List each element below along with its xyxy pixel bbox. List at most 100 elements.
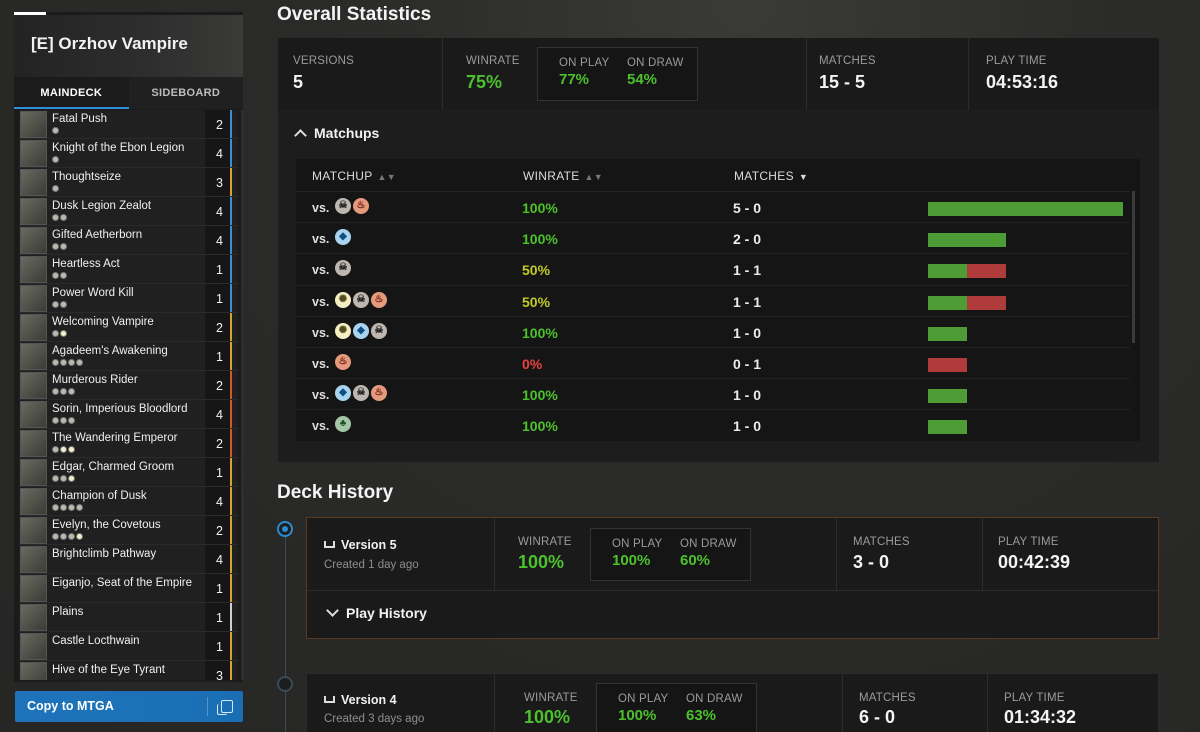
card-type-bar <box>230 458 232 486</box>
winrate-label: WINRATE <box>518 536 572 548</box>
matchup-row[interactable]: vs. ☠ 50% 1 - 1 <box>296 253 1130 284</box>
card-quantity-box <box>205 661 231 680</box>
timeline-dot[interactable] <box>277 676 293 692</box>
matchup-row[interactable]: vs. ♨ 0% 0 - 1 <box>296 347 1130 378</box>
copy-to-mtga-button[interactable]: Copy to MTGA <box>15 691 243 722</box>
matchup-winrate: 100% <box>522 387 558 404</box>
mana-symbol-icon <box>68 388 75 395</box>
mana-cost <box>52 446 75 453</box>
version-name: Version 5 <box>324 538 397 552</box>
matchup-bar <box>928 326 967 341</box>
matchups-toggle[interactable]: Matchups <box>294 125 379 142</box>
wins-bar-segment <box>928 202 1123 216</box>
mana-symbol-icon <box>52 156 59 163</box>
card-row[interactable]: Champion of Dusk 4 <box>19 487 238 516</box>
wins-bar-segment <box>928 233 1006 248</box>
card-row[interactable]: Plains 1 <box>19 603 238 632</box>
card-row[interactable]: Sorin, Imperious Bloodlord 4 <box>19 400 238 429</box>
mana-b-icon: ☠ <box>371 322 387 339</box>
button-divider <box>207 697 208 716</box>
card-list-scrollbar[interactable] <box>241 110 244 680</box>
matchup-record: 1 - 0 <box>733 324 762 341</box>
mana-symbol-icon <box>68 504 75 511</box>
winrate-label: WINRATE <box>466 55 520 67</box>
versions-stat: VERSIONS 5 <box>278 38 443 110</box>
mana-r-icon: ♨ <box>371 385 387 402</box>
card-row[interactable]: The Wandering Emperor 2 <box>19 429 238 458</box>
matchup-row[interactable]: vs. ◆ 100% 2 - 0 <box>296 222 1130 253</box>
matchup-row[interactable]: vs. ☠ ♨ 100% 5 - 0 <box>296 191 1130 222</box>
card-row[interactable]: Heartless Act 1 <box>19 255 238 284</box>
card-quantity: 2 <box>216 321 223 335</box>
card-row[interactable]: Knight of the Ebon Legion 4 <box>19 139 238 168</box>
card-row[interactable]: Power Word Kill 1 <box>19 284 238 313</box>
card-type-bar <box>230 574 232 602</box>
vs-label: vs. <box>312 419 330 434</box>
version-winrate-cell: WINRATE 100% ON PLAY 100% ON DRAW 63% <box>495 674 843 732</box>
card-row[interactable]: Edgar, Charmed Groom 1 <box>19 458 238 487</box>
matchup-row[interactable]: vs. ◆ ☠ ♨ 100% 1 - 0 <box>296 378 1130 409</box>
card-quantity-box <box>205 603 231 631</box>
card-row[interactable]: Welcoming Vampire 2 <box>19 313 238 342</box>
matchup-table-scrollbar[interactable] <box>1132 191 1135 343</box>
vs-label: vs. <box>312 325 330 340</box>
on-draw-label: ON DRAW <box>680 538 737 550</box>
stats-summary-row: VERSIONS 5 WINRATE 75% ON PLAY 77% ON DR… <box>278 38 1159 110</box>
tab-sideboard[interactable]: SIDEBOARD <box>151 87 221 99</box>
card-art-thumbnail <box>20 459 47 486</box>
matchup-row[interactable]: vs. ✺ ☠ ♨ 50% 1 - 1 <box>296 284 1130 316</box>
card-name: Knight of the Ebon Legion <box>52 142 185 154</box>
card-art-thumbnail <box>20 575 47 602</box>
card-row[interactable]: Agadeem's Awakening 1 <box>19 342 238 371</box>
card-row[interactable]: Evelyn, the Covetous 2 <box>19 516 238 545</box>
card-row[interactable]: Gifted Aetherborn 4 <box>19 226 238 255</box>
copy-to-mtga-label: Copy to MTGA <box>27 699 114 713</box>
winrate-label: WINRATE <box>524 692 578 704</box>
matchup-row[interactable]: vs. ♣ 100% 1 - 0 <box>296 409 1130 440</box>
card-quantity: 3 <box>216 669 223 680</box>
matchup-winrate: 100% <box>522 200 558 216</box>
column-header-winrate[interactable]: WINRATE ▲▼ <box>523 169 603 183</box>
on-play-value: 77% <box>559 71 590 88</box>
card-art-thumbnail <box>20 517 47 544</box>
mana-symbol-icon <box>52 504 59 511</box>
card-row[interactable]: Eiganjo, Seat of the Empire 1 <box>19 574 238 603</box>
card-row[interactable]: Fatal Push 2 <box>19 110 238 139</box>
opponent-colors: ✺ ◆ ☠ <box>335 322 387 339</box>
playtime-value: 04:53:16 <box>986 72 1059 92</box>
card-row[interactable]: Dusk Legion Zealot 4 <box>19 197 238 226</box>
card-row[interactable]: Hive of the Eye Tyrant 3 <box>19 661 238 680</box>
mana-symbol-icon <box>60 243 67 250</box>
card-row[interactable]: Brightclimb Pathway 4 <box>19 545 238 574</box>
mana-cost <box>52 272 67 279</box>
timeline-dot-active[interactable] <box>277 521 293 537</box>
card-quantity-box <box>205 342 231 370</box>
card-row[interactable]: Murderous Rider 2 <box>19 371 238 400</box>
mana-cost <box>52 127 59 134</box>
playtime-label: PLAY TIME <box>1004 692 1065 704</box>
card-name: Power Word Kill <box>52 287 134 299</box>
version-name-text: Version 4 <box>341 693 397 707</box>
mana-b-icon: ☠ <box>335 260 351 277</box>
card-type-bar <box>230 168 232 196</box>
card-quantity: 3 <box>216 176 223 190</box>
card-type-bar <box>230 255 232 283</box>
mana-symbol-icon <box>52 446 59 453</box>
card-art-thumbnail <box>20 111 47 138</box>
version-card-5[interactable]: Version 5 Created 1 day ago WINRATE 100%… <box>306 517 1159 639</box>
matchup-row[interactable]: vs. ✺ ◆ ☠ 100% 1 - 0 <box>296 315 1130 347</box>
card-art-thumbnail <box>20 546 47 573</box>
version-card-4[interactable]: Version 4 Created 3 days ago WINRATE 100… <box>306 673 1159 732</box>
column-header-matches[interactable]: MATCHES ▼ <box>734 169 808 183</box>
card-type-bar <box>230 487 232 515</box>
versions-label: VERSIONS <box>293 55 355 67</box>
play-history-toggle[interactable]: Play History <box>326 604 427 621</box>
card-row[interactable]: Thoughtseize 3 <box>19 168 238 197</box>
opponent-colors: ♨ <box>335 354 351 370</box>
mana-symbol-icon <box>52 127 59 134</box>
mana-cost <box>52 475 75 482</box>
card-quantity-box <box>205 197 231 225</box>
card-row[interactable]: Castle Locthwain 1 <box>19 632 238 661</box>
column-header-matchup[interactable]: MATCHUP ▲▼ <box>312 169 396 183</box>
tab-maindeck[interactable]: MAINDECK <box>14 77 129 109</box>
